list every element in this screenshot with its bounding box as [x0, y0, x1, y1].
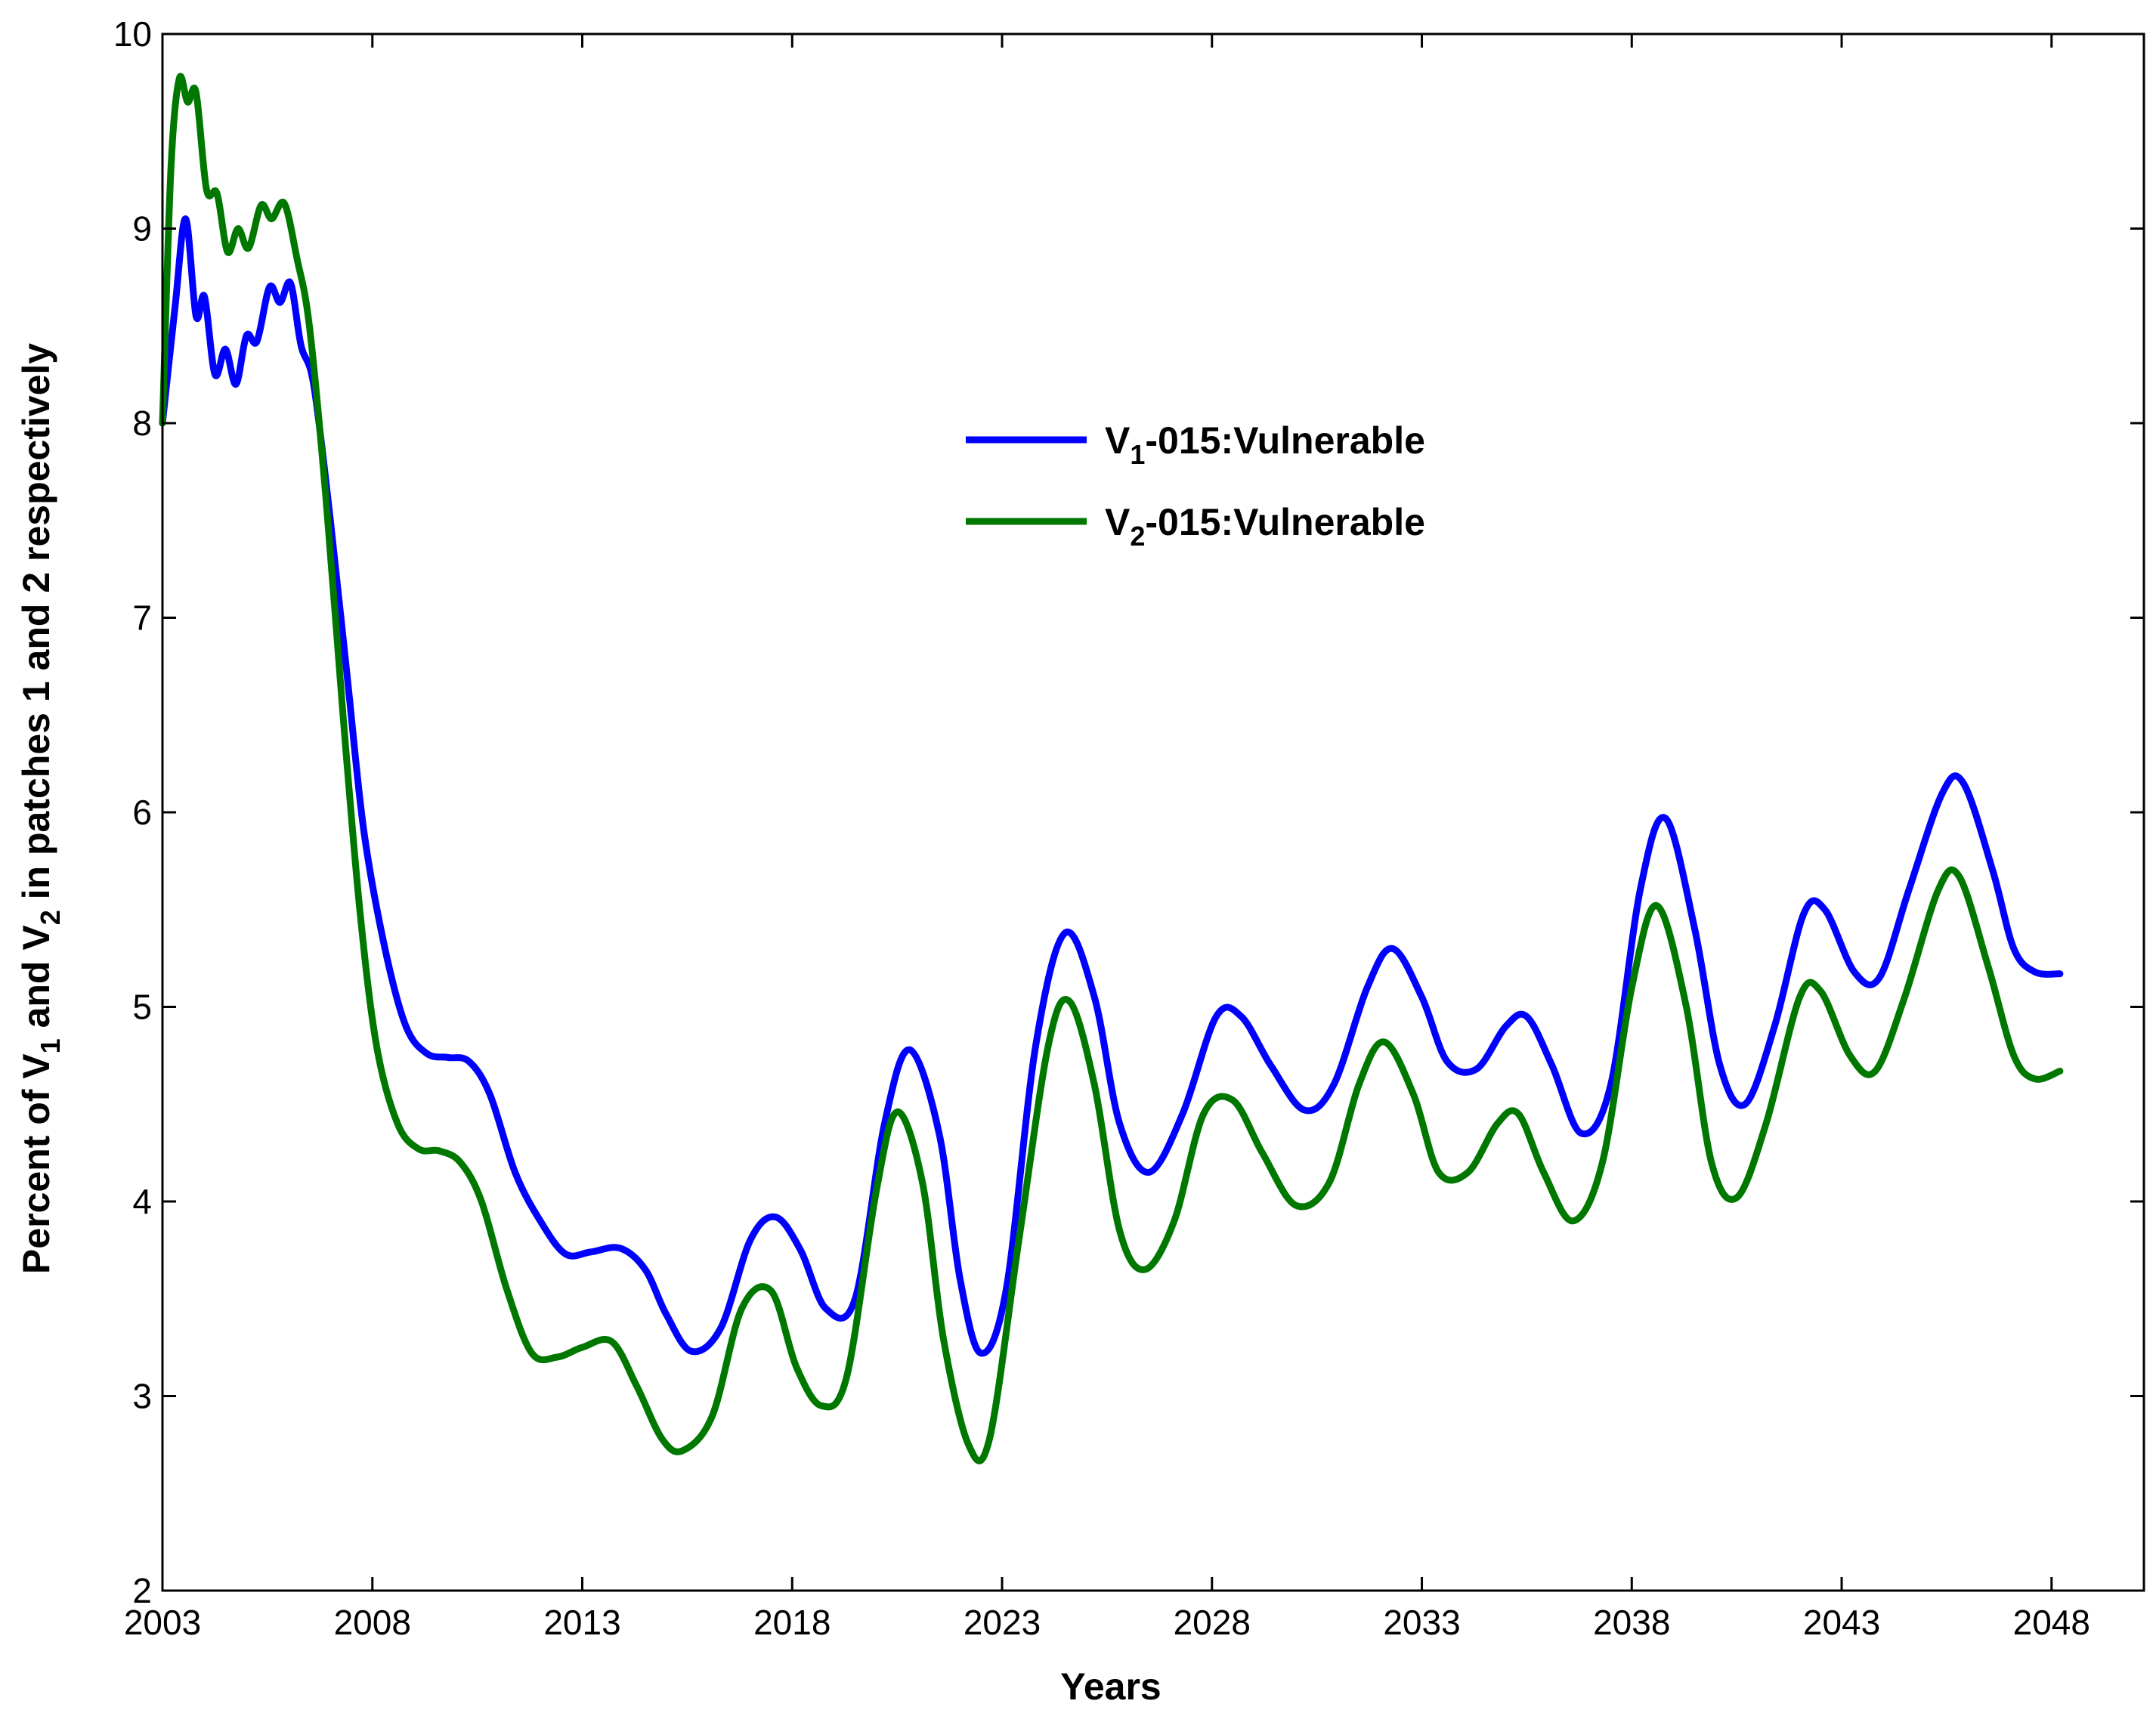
y-tick-label: 5 [132, 988, 152, 1027]
legend-label-v1-rest: -015:Vulnerable [1145, 419, 1425, 462]
y-axis-title-sub1: 1 [35, 1038, 66, 1053]
legend-label-v2-rest: -015:Vulnerable [1145, 501, 1425, 543]
x-tick-label: 2033 [1383, 1603, 1460, 1642]
y-tick-label: 6 [132, 793, 152, 832]
y-tick-label: 3 [132, 1377, 152, 1416]
legend-label-v2-main: V [1105, 501, 1131, 543]
x-tick-label: 2043 [1803, 1603, 1880, 1642]
y-tick-label: 2 [132, 1571, 152, 1610]
y-tick-label: 4 [132, 1182, 152, 1221]
x-axis-title: Years [1060, 1665, 1161, 1708]
y-tick-labels: 2 3 4 5 6 7 8 9 10 [113, 14, 152, 1610]
x-tick-label: 2038 [1593, 1603, 1670, 1642]
x-tick-label: 2013 [543, 1603, 620, 1642]
tick-layer [161, 32, 2144, 1592]
x-tick-label: 2028 [1174, 1603, 1251, 1642]
legend-label-v1: V1-015:Vulnerable [1105, 419, 1425, 470]
y-tick-label: 10 [113, 14, 152, 54]
x-tick-labels: 2003 2008 2013 2018 2023 2028 2033 2038 2043 2048 [124, 1603, 2090, 1642]
y-tick-label: 7 [132, 598, 152, 638]
y-axis-title-suffix: in patches 1 and 2 respectively [15, 343, 57, 911]
legend-label-v1-sub: 1 [1130, 439, 1145, 470]
x-tick-label: 2008 [334, 1603, 411, 1642]
series-layer [159, 73, 2064, 1464]
legend-label-v2: V2-015:Vulnerable [1105, 501, 1425, 552]
x-tick-label: 2018 [753, 1603, 831, 1642]
y-axis-title-sub2: 2 [35, 910, 66, 925]
x-tick-label: 2023 [964, 1603, 1041, 1642]
legend: V1-015:Vulnerable V2-015:Vulnerable [966, 419, 1425, 552]
y-axis-title: Percent of V1 and V2 in patches 1 and 2 … [15, 343, 66, 1274]
x-tick-label: 2003 [124, 1603, 201, 1642]
legend-label-v1-main: V [1105, 419, 1131, 462]
y-axis-title-mid: and V [15, 925, 57, 1039]
y-axis-title-prefix: Percent of V [15, 1053, 57, 1274]
y-tick-label: 8 [132, 404, 152, 443]
series-line-v2 [159, 73, 2064, 1464]
y-tick-label: 9 [132, 209, 152, 249]
x-tick-label: 2048 [2013, 1603, 2090, 1642]
legend-label-v2-sub: 2 [1130, 521, 1145, 552]
